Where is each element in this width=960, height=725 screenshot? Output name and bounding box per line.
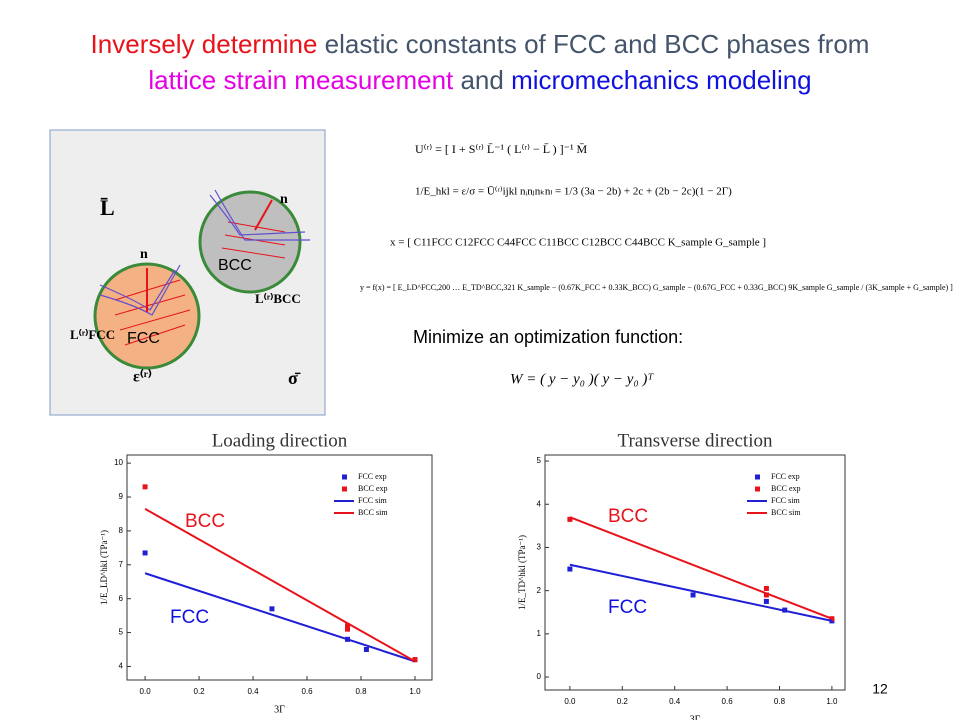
equation: x = [ C11FCC C12FCC C44FCC C11BCC C12BCC… xyxy=(390,237,766,249)
equation: W = ( y − y₀ )( y − y₀ )ᵀ xyxy=(510,371,654,387)
page-number: 12 xyxy=(872,681,888,697)
exp-point xyxy=(690,592,696,598)
y-tick-label: 4 xyxy=(537,499,542,508)
exp-point xyxy=(763,592,769,598)
title-part: elastic constants of FCC and BCC phases … xyxy=(317,29,869,59)
exp-point xyxy=(142,550,148,556)
x-tick-label: 0.0 xyxy=(564,697,576,706)
label: n xyxy=(140,247,148,262)
y-tick-label: 8 xyxy=(119,526,124,535)
exp-point xyxy=(567,516,573,522)
y-tick-label: 7 xyxy=(119,560,124,569)
legend-label: BCC exp xyxy=(358,484,388,493)
x-tick-label: 0.0 xyxy=(140,687,152,696)
title-part: lattice strain measurement xyxy=(148,65,454,95)
chart-title: Transverse direction xyxy=(618,430,773,451)
y-axis-label: 1/E_TD^hkl (TPa⁻¹) xyxy=(517,535,527,610)
x-tick-label: 0.2 xyxy=(194,687,206,696)
legend-swatch xyxy=(342,474,347,480)
x-tick-label: 0.4 xyxy=(247,687,259,696)
legend-label: FCC exp xyxy=(358,472,387,481)
chart-title: Loading direction xyxy=(212,430,348,451)
exp-point xyxy=(269,606,275,612)
title-line-2: lattice strain measurement and micromech… xyxy=(148,65,811,95)
annotation: FCC xyxy=(170,607,209,628)
annotation: BCC xyxy=(185,511,225,532)
title-part: Inversely determine xyxy=(91,29,318,59)
y-tick-label: 3 xyxy=(537,543,542,552)
optimization-text: Minimize an optimization function: xyxy=(413,327,683,347)
y-tick-label: 5 xyxy=(537,456,542,465)
exp-point xyxy=(412,657,418,663)
legend-swatch xyxy=(342,486,347,492)
sim-line xyxy=(144,572,416,663)
label: L⁽ʳ⁾BCC xyxy=(255,291,301,306)
exp-point xyxy=(363,647,369,653)
x-tick-label: 0.6 xyxy=(722,697,734,706)
legend-label: BCC exp xyxy=(771,484,801,493)
load-paths xyxy=(99,189,310,316)
x-axis-label: 3Γ xyxy=(690,714,701,720)
y-tick-label: 2 xyxy=(537,586,542,595)
exp-point xyxy=(567,566,573,572)
sim-line xyxy=(569,516,833,620)
y-tick-label: 0 xyxy=(537,672,542,681)
title-part: and xyxy=(453,65,511,95)
annotation: FCC xyxy=(608,597,647,618)
exp-point xyxy=(763,585,769,591)
y-tick-label: 1 xyxy=(537,629,542,638)
x-tick-label: 0.2 xyxy=(617,697,629,706)
title-line-1: Inversely determine elastic constants of… xyxy=(91,29,870,59)
x-tick-label: 0.6 xyxy=(301,687,313,696)
bcc-grain xyxy=(198,190,302,294)
x-tick-label: 1.0 xyxy=(409,687,421,696)
legend-swatch xyxy=(755,486,760,492)
title-part: micromechanics modeling xyxy=(511,65,812,95)
x-axis-label: 3Γ xyxy=(274,704,285,715)
exp-point xyxy=(345,623,351,629)
sim-line xyxy=(144,508,416,663)
legend-label: BCC sim xyxy=(771,508,801,517)
exp-point xyxy=(142,484,148,490)
legend-label: BCC sim xyxy=(358,508,388,517)
equation: y = f(x) = [ E_LD^FCC,200 … E_TD^BCC,321… xyxy=(360,283,953,292)
y-tick-label: 4 xyxy=(119,662,124,671)
x-tick-label: 0.8 xyxy=(774,697,786,706)
label: BCC xyxy=(218,257,252,274)
label: n xyxy=(280,192,288,207)
plot-frame xyxy=(126,454,433,681)
legend-swatch xyxy=(755,474,760,480)
label: L̄ xyxy=(100,195,115,220)
label: FCC xyxy=(127,330,160,347)
legend-label: FCC sim xyxy=(358,496,387,505)
label: σ̄ xyxy=(288,368,301,388)
legend-label: FCC sim xyxy=(771,496,800,505)
label: ε⁽ʳ⁾ xyxy=(133,369,152,386)
x-tick-label: 0.8 xyxy=(355,687,367,696)
equation: U⁽ʳ⁾ = [ I + S⁽ʳ⁾ L̄⁻¹ ( L⁽ʳ⁾ − L̄ ) ]⁻¹… xyxy=(415,142,588,156)
y-tick-label: 5 xyxy=(119,628,124,637)
y-tick-label: 10 xyxy=(114,458,123,467)
annotation: BCC xyxy=(608,506,648,527)
exp-point xyxy=(345,626,351,632)
label: L⁽ʳ⁾FCC xyxy=(70,327,115,342)
y-tick-label: 9 xyxy=(119,492,124,501)
sim-line xyxy=(569,563,833,622)
legend-label: FCC exp xyxy=(771,472,800,481)
y-axis-label: 1/E_LD^hkl (TPa⁻¹) xyxy=(99,530,109,605)
plot-frame xyxy=(544,454,846,691)
y-tick-label: 6 xyxy=(119,594,124,603)
equation: 1/E_hkl = ε/σ = Ū⁽ʳ⁾ijkl nᵢnⱼnₖnₗ = 1/3 … xyxy=(415,186,732,198)
x-tick-label: 0.4 xyxy=(669,697,681,706)
x-tick-label: 1.0 xyxy=(826,697,838,706)
normal-bcc xyxy=(254,199,273,231)
exp-point xyxy=(763,598,769,604)
fcc-grain xyxy=(93,262,201,370)
